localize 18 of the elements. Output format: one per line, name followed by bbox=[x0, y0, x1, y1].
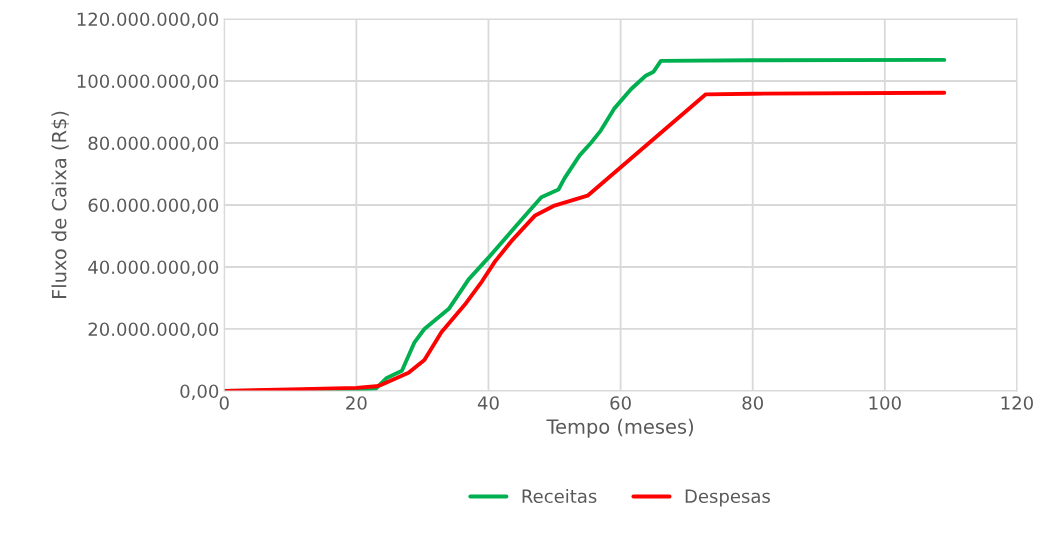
x-tick-label: 40 bbox=[477, 396, 499, 410]
y-tick-label: 20.000.000,00 bbox=[88, 322, 219, 338]
legend-label: Despesas bbox=[685, 489, 770, 507]
x-tick-label: 0 bbox=[219, 396, 229, 410]
y-tick-label: 60.000.000,00 bbox=[88, 198, 219, 214]
x-tick-label: 100 bbox=[869, 396, 901, 410]
x-tick-label: 120 bbox=[1001, 396, 1033, 410]
legend-label: Receitas bbox=[522, 489, 597, 504]
y-axis-title: Fluxo de Caixa (R$) bbox=[51, 111, 70, 299]
x-tick-label: 80 bbox=[742, 396, 763, 410]
x-axis-title: Tempo (meses) bbox=[546, 418, 694, 438]
x-tick-label: 20 bbox=[346, 396, 367, 410]
y-tick-label: 40.000.000,00 bbox=[88, 260, 219, 276]
y-tick-label: 120.000.000,00 bbox=[77, 12, 219, 28]
y-tick-label: 80.000.000,00 bbox=[88, 136, 219, 152]
y-tick-label: 0,00 bbox=[180, 384, 219, 400]
y-tick-label: 100.000.000,00 bbox=[77, 74, 219, 90]
x-tick-label: 60 bbox=[610, 396, 631, 410]
